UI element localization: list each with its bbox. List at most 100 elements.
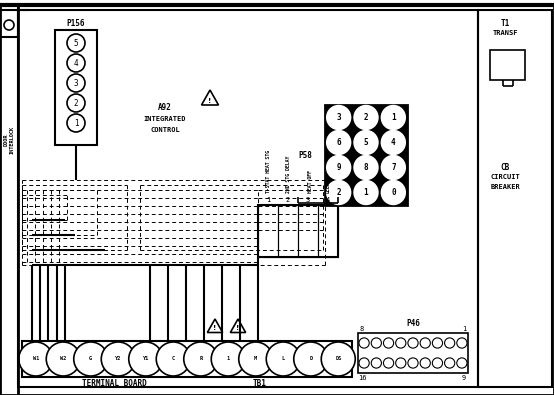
Circle shape	[408, 358, 418, 368]
Text: 2: 2	[74, 98, 78, 107]
Circle shape	[420, 338, 430, 348]
Circle shape	[383, 338, 394, 348]
Circle shape	[327, 181, 350, 204]
Text: 4: 4	[326, 197, 330, 203]
Text: 6: 6	[336, 138, 341, 147]
Bar	[358, 333, 468, 373]
Text: CB: CB	[500, 162, 510, 171]
Bar	[258, 205, 278, 257]
Circle shape	[457, 358, 467, 368]
Text: 4: 4	[391, 138, 396, 147]
Circle shape	[266, 342, 300, 376]
Text: TERMINAL BOARD: TERMINAL BOARD	[82, 380, 147, 389]
Circle shape	[294, 342, 328, 376]
Text: 1: 1	[266, 197, 270, 203]
Text: W1: W1	[33, 357, 39, 361]
Circle shape	[129, 342, 163, 376]
Text: 2: 2	[363, 113, 368, 122]
Text: 16: 16	[358, 375, 366, 381]
Text: W2: W2	[60, 357, 66, 361]
Text: 5: 5	[74, 38, 78, 47]
Circle shape	[420, 358, 430, 368]
Circle shape	[156, 342, 190, 376]
Text: P58: P58	[298, 150, 312, 160]
Text: 2: 2	[336, 188, 341, 197]
Bar	[258, 205, 338, 257]
Text: 3: 3	[306, 197, 310, 203]
Text: 4: 4	[74, 58, 78, 68]
Bar	[55, 30, 97, 145]
Text: HEAT OFF: HEAT OFF	[307, 170, 312, 193]
Text: INTEGRATED: INTEGRATED	[143, 116, 186, 122]
Circle shape	[46, 342, 80, 376]
Text: A92: A92	[158, 102, 172, 111]
Circle shape	[239, 342, 273, 376]
Text: 0: 0	[391, 188, 396, 197]
Circle shape	[382, 181, 405, 204]
Text: 2: 2	[286, 197, 290, 203]
Text: 3: 3	[74, 79, 78, 88]
Text: L: L	[281, 357, 285, 361]
Circle shape	[432, 338, 443, 348]
Circle shape	[355, 106, 378, 129]
Circle shape	[327, 106, 350, 129]
Text: C: C	[172, 357, 175, 361]
Bar	[22, 341, 352, 377]
Text: D: D	[309, 357, 312, 361]
Text: 1: 1	[391, 113, 396, 122]
Text: 7: 7	[391, 163, 396, 172]
Bar	[18, 10, 478, 387]
Circle shape	[396, 358, 406, 368]
Circle shape	[67, 54, 85, 72]
Circle shape	[211, 342, 245, 376]
Circle shape	[74, 342, 107, 376]
Circle shape	[67, 114, 85, 132]
Circle shape	[383, 358, 394, 368]
Circle shape	[396, 338, 406, 348]
Text: Y1: Y1	[142, 357, 149, 361]
Circle shape	[432, 358, 443, 368]
Circle shape	[184, 342, 218, 376]
Circle shape	[359, 358, 369, 368]
Text: TRANSF: TRANSF	[493, 30, 518, 36]
Bar	[298, 205, 318, 257]
Circle shape	[67, 94, 85, 112]
Text: CIRCUIT: CIRCUIT	[490, 174, 520, 180]
Circle shape	[359, 338, 369, 348]
Bar	[318, 205, 338, 257]
Circle shape	[67, 74, 85, 92]
Circle shape	[101, 342, 135, 376]
Text: DOOR
INTERLOCK: DOOR INTERLOCK	[3, 126, 14, 154]
Text: P156: P156	[66, 19, 85, 28]
Text: TB1: TB1	[253, 380, 266, 389]
Circle shape	[355, 181, 378, 204]
Text: 1: 1	[462, 326, 466, 332]
Text: P46: P46	[406, 318, 420, 327]
Circle shape	[19, 342, 53, 376]
Circle shape	[382, 156, 405, 179]
Text: 1: 1	[74, 118, 78, 128]
Text: M: M	[254, 357, 257, 361]
Circle shape	[444, 358, 455, 368]
Circle shape	[382, 131, 405, 154]
Text: 3: 3	[336, 113, 341, 122]
Text: !: !	[237, 325, 240, 331]
Text: T1: T1	[500, 19, 510, 28]
Text: T-STAT HEAT STG: T-STAT HEAT STG	[265, 150, 270, 193]
Bar	[490, 50, 525, 80]
Circle shape	[371, 338, 382, 348]
Circle shape	[457, 338, 467, 348]
Circle shape	[321, 342, 355, 376]
Text: !: !	[213, 325, 217, 331]
Text: BREAKER: BREAKER	[490, 184, 520, 190]
Text: CONTROL: CONTROL	[150, 127, 180, 133]
Circle shape	[371, 358, 382, 368]
Text: G: G	[89, 357, 93, 361]
Text: 9: 9	[336, 163, 341, 172]
Circle shape	[444, 338, 455, 348]
Circle shape	[355, 156, 378, 179]
Text: 8: 8	[363, 163, 368, 172]
Text: 8: 8	[360, 326, 364, 332]
Text: 1: 1	[227, 357, 230, 361]
Bar	[0, 5, 18, 37]
